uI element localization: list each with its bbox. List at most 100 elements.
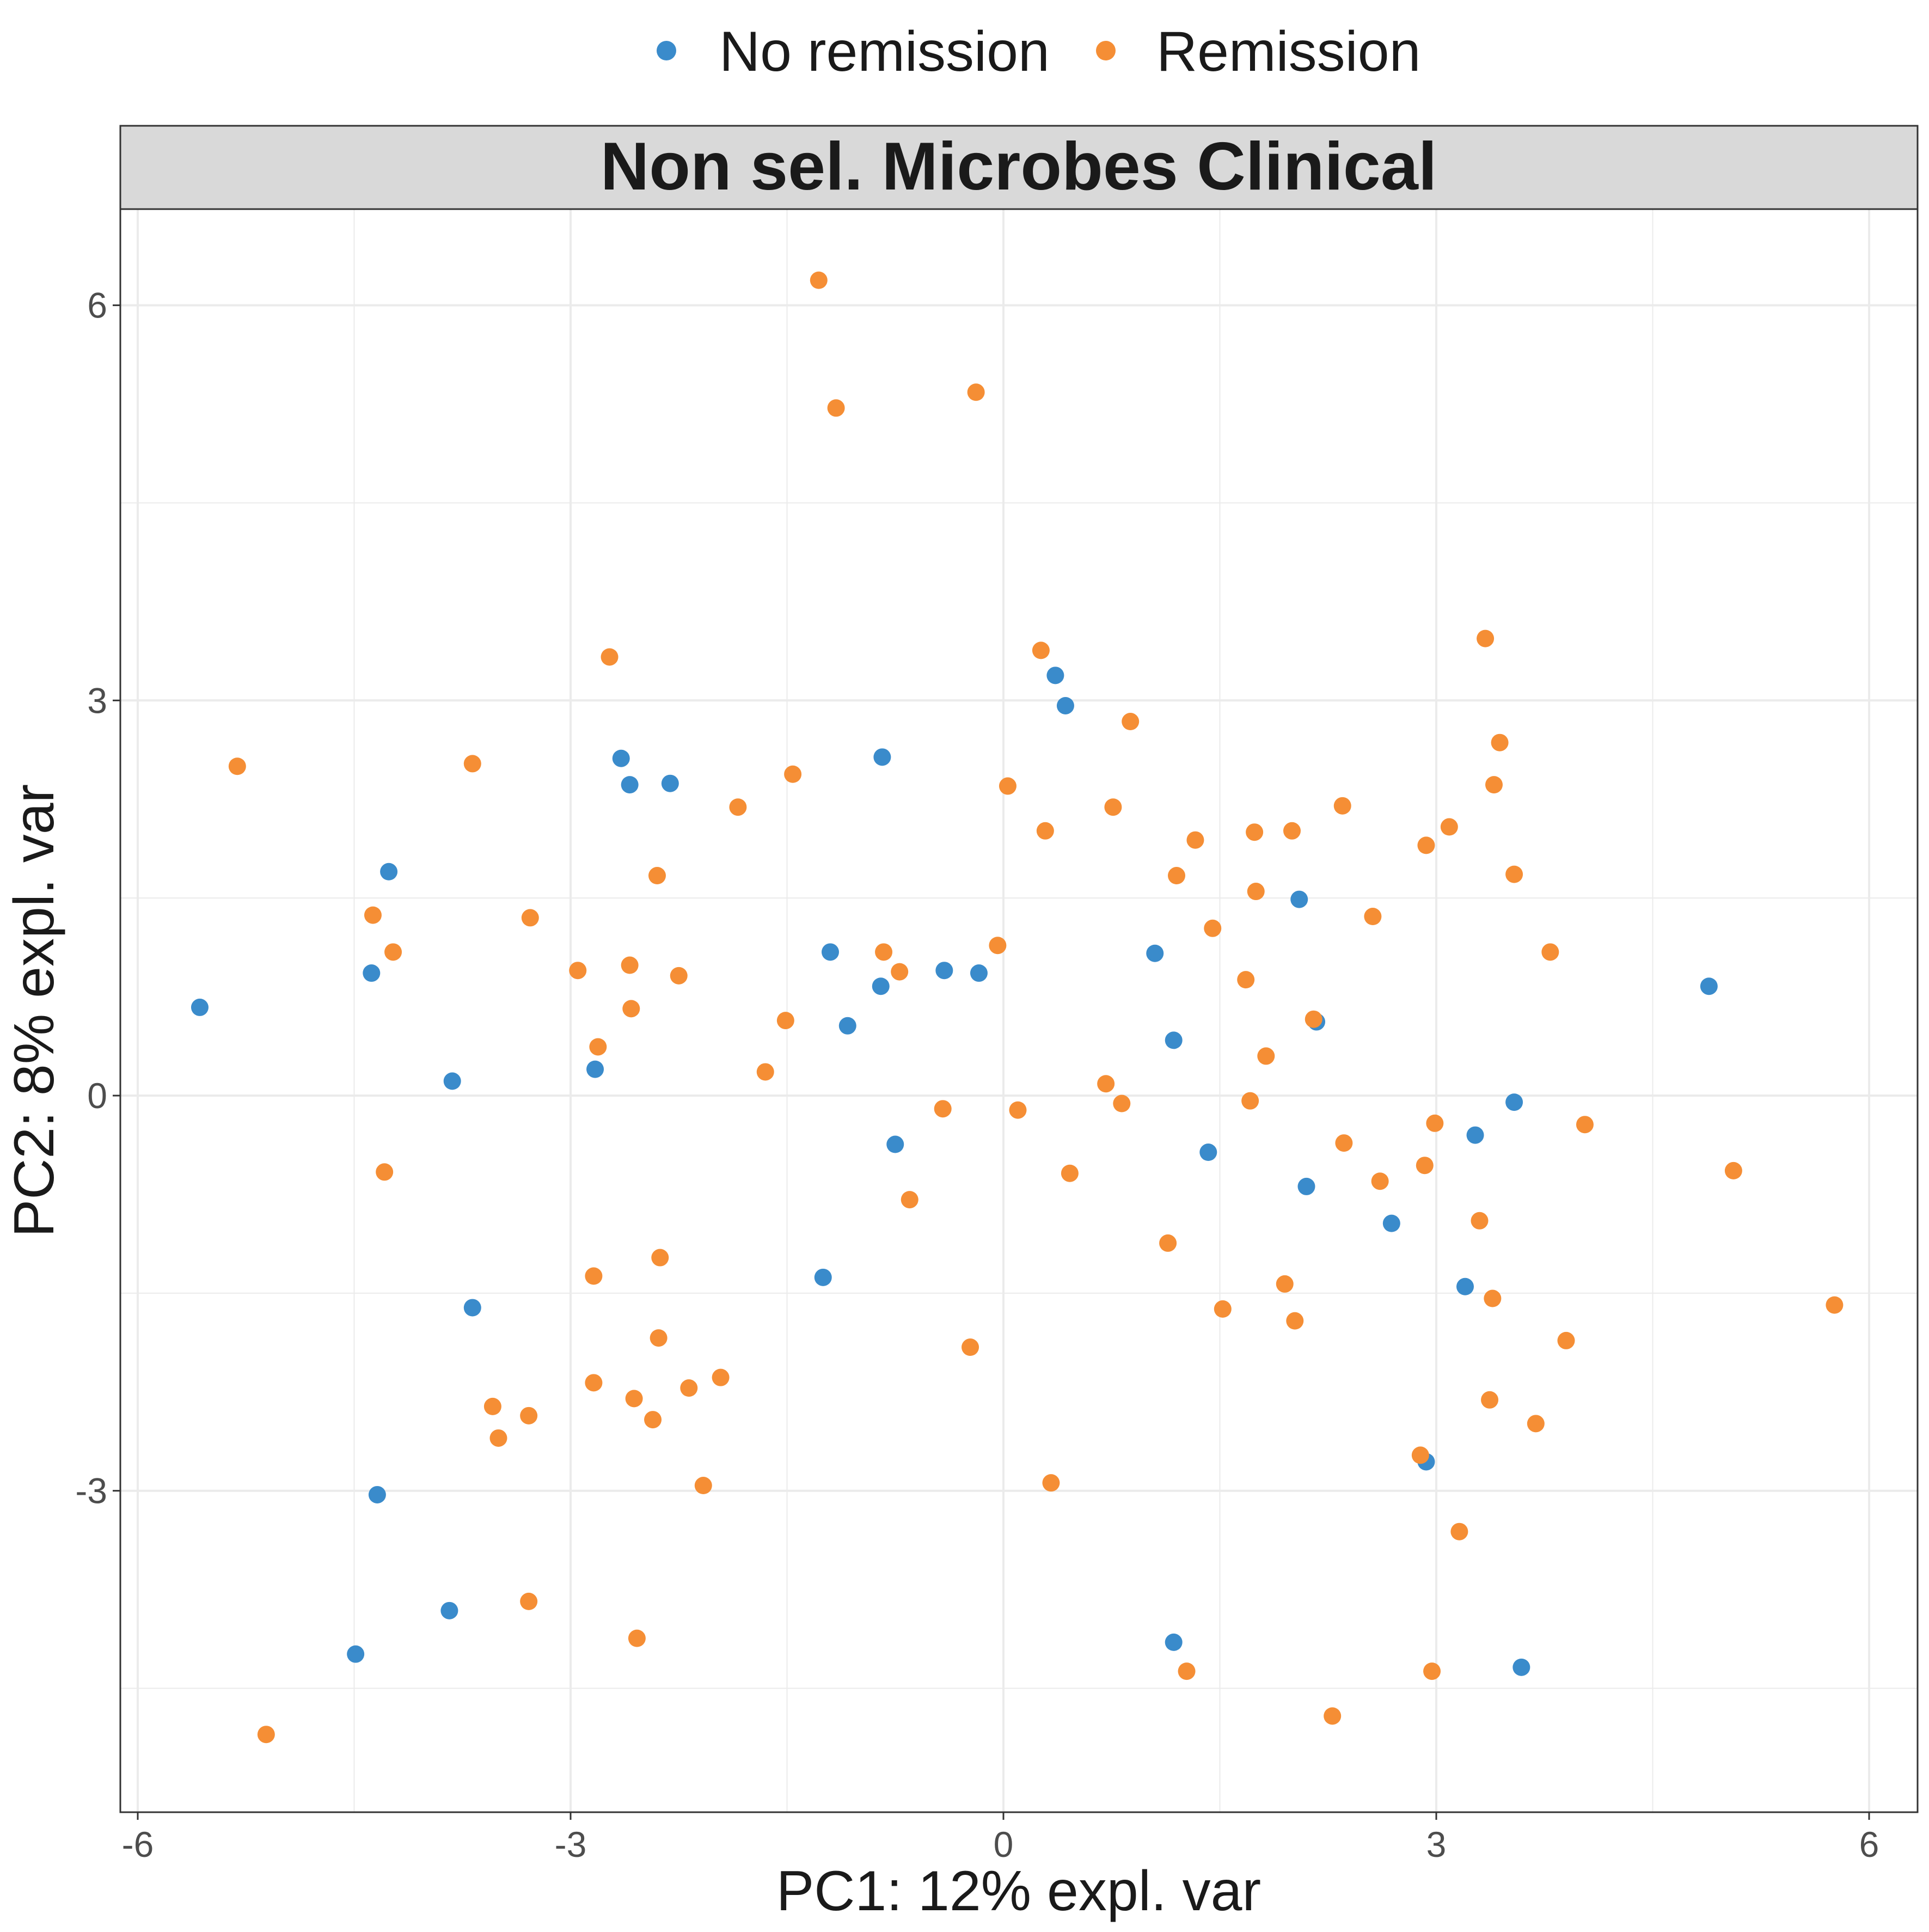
y-tick-label: 3 [87,680,107,720]
point-no-remission [586,1060,604,1078]
point-remission [650,1329,668,1347]
point-remission [520,1407,538,1424]
x-tick-label: 0 [994,1824,1014,1864]
point-remission [1257,1047,1275,1065]
point-no-remission [838,1017,856,1035]
point-remission [1009,1101,1027,1119]
point-remission [520,1592,538,1610]
point-remission [1186,831,1204,849]
x-tick-label: -6 [122,1824,154,1864]
point-remission [376,1163,394,1181]
plot-panel-border [119,208,1919,1813]
point-no-remission [368,1485,386,1503]
grid-lines [120,209,1918,1812]
point-remission [827,399,845,417]
point-remission [1241,1092,1259,1110]
point-no-remission [440,1601,458,1619]
point-remission [625,1390,643,1408]
point-remission [1541,943,1559,961]
point-remission [1104,798,1122,816]
point-remission [228,757,246,775]
point-no-remission [935,962,953,980]
point-remission [601,648,618,666]
point-remission [1450,1523,1468,1540]
point-remission [1364,908,1382,926]
point-remission [1426,1114,1444,1132]
point-no-remission [1297,1177,1315,1195]
point-no-remission [886,1135,904,1153]
point-remission [622,1000,640,1018]
point-remission [1335,1134,1353,1152]
point-remission [483,1397,501,1415]
y-tick-label: 6 [87,285,107,326]
point-remission [569,962,587,980]
point-no-remission [1056,696,1074,714]
point-remission [1168,867,1185,885]
point-remission [1286,1312,1304,1330]
point-remission [585,1374,603,1392]
point-no-remission [443,1072,461,1090]
point-remission [489,1429,507,1447]
point-remission [1485,776,1503,794]
point-remission [1324,1707,1342,1725]
point-remission [810,271,828,289]
point-no-remission [191,998,209,1016]
point-remission [1276,1275,1294,1293]
point-remission [364,906,382,924]
data-points [191,271,1844,1744]
point-no-remission [822,943,839,961]
point-remission [1417,836,1435,854]
point-no-remission [1456,1277,1474,1295]
point-remission [1159,1234,1177,1252]
point-no-remission [1290,890,1308,908]
point-remission [1032,641,1050,659]
legend: No remission Remission [657,20,1420,83]
point-remission [1247,883,1265,901]
point-remission [1061,1164,1079,1182]
point-remission [1097,1075,1115,1093]
point-remission [1204,919,1222,937]
point-remission [1122,713,1140,731]
point-remission [621,956,639,974]
point-remission [1371,1172,1389,1190]
point-remission [999,777,1016,795]
point-no-remission [970,964,988,982]
point-no-remission [363,964,381,982]
point-no-remission [1199,1144,1217,1161]
point-no-remission [1165,1031,1183,1049]
point-remission [1042,1474,1060,1492]
point-remission [1416,1157,1434,1175]
x-tick-label: 6 [1859,1824,1879,1864]
facet-title: Non sel. Microbes Clinical [601,129,1437,204]
point-remission [1576,1116,1594,1134]
point-remission [1481,1391,1499,1409]
point-remission [776,1012,794,1030]
point-remission [670,967,688,985]
point-remission [962,1338,979,1356]
x-tick-label: 3 [1426,1824,1447,1864]
point-remission [1214,1300,1232,1318]
point-no-remission [1512,1658,1530,1676]
point-remission [694,1477,712,1495]
point-remission [1423,1662,1441,1680]
point-remission [1724,1161,1742,1179]
point-no-remission [814,1268,832,1286]
point-remission [756,1063,774,1081]
point-remission [1333,797,1351,815]
point-remission [651,1249,669,1267]
point-no-remission [1146,944,1164,962]
point-remission [784,765,802,783]
point-remission [967,383,985,401]
y-axis-title: PC2: 8% expl. var [3,784,66,1237]
point-remission [384,943,402,961]
point-remission [648,867,666,885]
point-remission [729,798,747,816]
plot-panel [120,209,1918,1812]
legend-label-no-remission: No remission [719,20,1050,83]
point-no-remission [463,1299,481,1317]
point-no-remission [1700,977,1718,995]
point-no-remission [661,774,679,792]
point-remission [628,1629,646,1647]
point-remission [257,1726,275,1744]
